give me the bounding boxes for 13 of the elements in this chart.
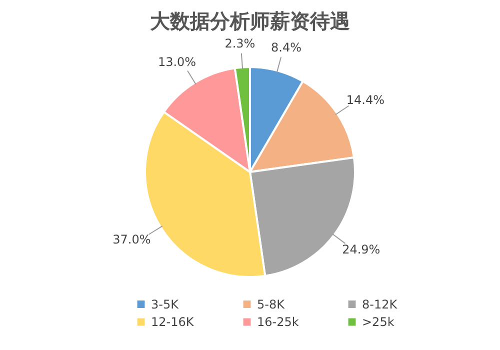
data-label: 14.4% [346,93,385,108]
data-label: 24.9% [342,242,380,256]
legend-label: 5-8K [257,297,286,312]
legend-label: >25k [362,315,394,329]
legend-label: 8-12K [362,297,398,312]
chart-title: 大数据分析师薪资待遇 [150,9,350,33]
legend-label: 12-16K [151,315,195,329]
legend-label: 16-25k [257,315,299,329]
legend-label: 3-5K [151,297,180,312]
data-label: 8.4% [271,40,302,54]
data-label: 37.0% [112,232,151,247]
data-label: 2.3% [224,36,256,50]
data-label: 13.0% [158,55,196,70]
